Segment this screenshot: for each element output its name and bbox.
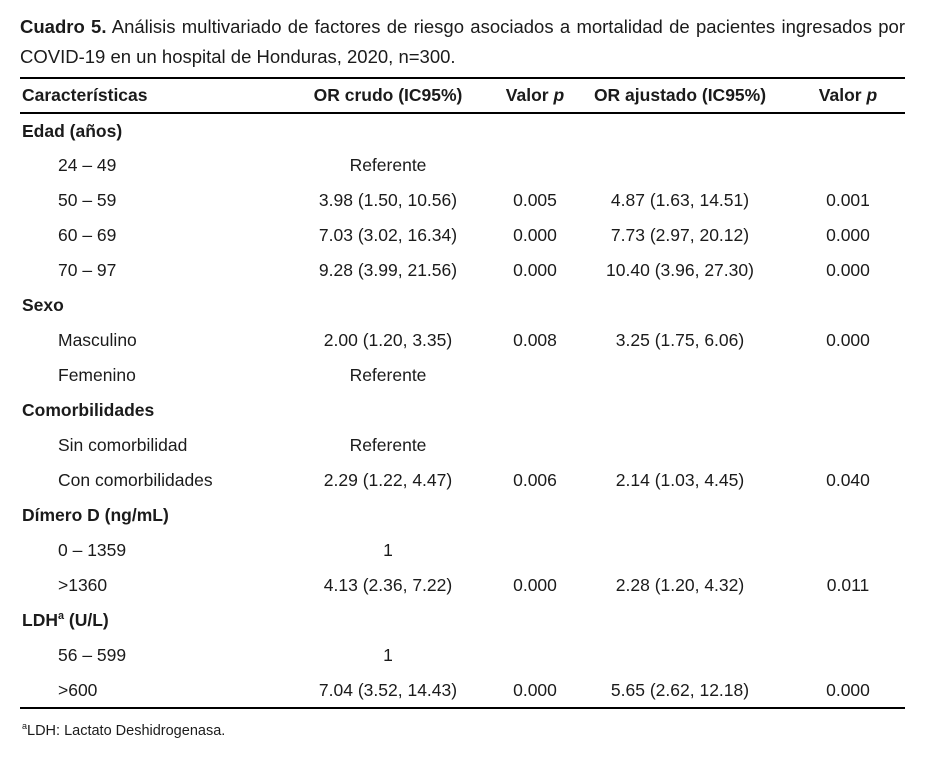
group-label: Comorbilidades [22, 400, 155, 420]
header-or-crudo: OR crudo (IC95%) [275, 77, 501, 114]
row-label: Masculino [58, 330, 137, 350]
or-adjusted-cell [569, 358, 791, 393]
row-label: Sin comorbilidad [58, 435, 188, 455]
row-label: >600 [20, 673, 275, 709]
p-crude-cell [501, 428, 569, 463]
or-crude-cell: 3.98 (1.50, 10.56) [318, 190, 458, 210]
group-label: Sexo [22, 295, 64, 315]
table-row: 50 – 59 3.98 (1.50, 10.56) 0.005 4.87 (1.63… [20, 183, 905, 218]
or-adjusted-cell: 2.28 (1.20, 4.32) [615, 575, 745, 595]
or-adjusted-cell: 7.73 (2.97, 20.12) [610, 225, 750, 245]
or-adjusted-cell [569, 428, 791, 463]
row-label: Con comorbilidades [58, 470, 213, 490]
p-crude-cell: 0.006 [513, 470, 557, 490]
group-label: Dímero D (ng/mL) [22, 505, 169, 525]
group-row: Edad (años) [20, 113, 905, 148]
p-adjusted-cell [791, 428, 905, 463]
table-row: Sin comorbilidad Referente [20, 428, 905, 463]
table-row: Femenino Referente [20, 358, 905, 393]
header-caracteristicas: Características [20, 77, 275, 114]
row-label: Femenino [58, 365, 136, 385]
table-header-row: Características OR crudo (IC95%) Valor p… [20, 77, 905, 114]
or-adjusted-cell: 3.25 (1.75, 6.06) [615, 330, 745, 350]
table-row: >600 7.04 (3.52, 14.43) 0.000 5.65 (2.62, 1… [20, 673, 905, 709]
or-adjusted-cell: 10.40 (3.96, 27.30) [606, 260, 754, 280]
group-label: Edad (años) [22, 120, 123, 141]
p-crude-cell: 0.000 [501, 673, 569, 709]
row-label: 56 – 599 [58, 645, 127, 665]
or-crude-cell: 1 [383, 645, 393, 665]
p-adjusted-cell [791, 358, 905, 393]
p-crude-cell: 0.000 [513, 260, 557, 280]
caption-label: Cuadro 5. [20, 16, 107, 37]
group-row: Comorbilidades [20, 393, 905, 428]
or-adjusted-cell: 2.14 (1.03, 4.45) [615, 470, 745, 490]
risk-factors-table: Características OR crudo (IC95%) Valor p… [20, 77, 905, 709]
p-adjusted-cell: 0.040 [826, 470, 870, 490]
table-head: Características OR crudo (IC95%) Valor p… [20, 77, 905, 114]
p-adjusted-cell [791, 533, 905, 568]
or-crude-cell: 9.28 (3.99, 21.56) [318, 260, 458, 280]
p-crude-cell [501, 533, 569, 568]
table-row: >1360 4.13 (2.36, 7.22) 0.000 2.28 (1.20, 4… [20, 568, 905, 603]
p-crude-cell [501, 638, 569, 673]
or-crude-cell: 2.29 (1.22, 4.47) [323, 470, 453, 490]
row-label: >1360 [58, 575, 108, 595]
row-label: 0 – 1359 [58, 540, 127, 560]
footnote-text: LDH: Lactato Deshidrogenasa. [27, 723, 226, 739]
table-row: 60 – 69 7.03 (3.02, 16.34) 0.000 7.73 (2.97… [20, 218, 905, 253]
p-adjusted-cell: 0.000 [791, 673, 905, 709]
group-row: Sexo [20, 288, 905, 323]
caption-text: Análisis multivariado de factores de rie… [20, 16, 905, 67]
p-crude-cell: 0.000 [513, 575, 557, 595]
table-footnote: aLDH: Lactato Deshidrogenasa. [20, 722, 905, 740]
paper-page: Cuadro 5. Análisis multivariado de facto… [20, 12, 905, 740]
or-crude-cell: 4.13 (2.36, 7.22) [323, 575, 453, 595]
or-adjusted-cell [569, 148, 791, 183]
table-caption: Cuadro 5. Análisis multivariado de facto… [20, 12, 905, 72]
or-crude-cell: 7.04 (3.52, 14.43) [275, 673, 501, 709]
header-valor-p-ajustado: Valor p [791, 77, 905, 114]
p-crude-cell: 0.008 [513, 330, 557, 350]
p-crude-cell: 0.005 [513, 190, 557, 210]
row-label: 60 – 69 [58, 225, 117, 245]
group-label-sup: a [57, 610, 64, 623]
or-adjusted-cell: 5.65 (2.62, 12.18) [569, 673, 791, 709]
p-adjusted-cell: 0.011 [826, 575, 870, 595]
table-row: Con comorbilidades 2.29 (1.22, 4.47) 0.006… [20, 463, 905, 498]
or-adjusted-cell [569, 533, 791, 568]
group-row: LDHa (U/L) [20, 603, 905, 638]
or-crude-cell: 7.03 (3.02, 16.34) [318, 225, 458, 245]
table-row: Masculino 2.00 (1.20, 3.35) 0.008 3.25 (1.7… [20, 323, 905, 358]
header-valor-p-crudo: Valor p [501, 77, 569, 114]
or-crude-cell: Referente [349, 365, 427, 385]
header-or-ajustado: OR ajustado (IC95%) [569, 77, 791, 114]
or-crude-cell: Referente [349, 155, 427, 175]
p-crude-cell [501, 358, 569, 393]
table-body: Edad (años) 24 – 49 Referente 50 – 59 3.98 (… [20, 113, 905, 709]
p-adjusted-cell: 0.001 [826, 190, 870, 210]
footnote-sup: a [22, 721, 27, 732]
or-crude-cell: Referente [349, 435, 427, 455]
or-crude-cell: 1 [383, 540, 393, 560]
row-label: 24 – 49 [58, 155, 117, 175]
p-adjusted-cell: 0.000 [826, 330, 870, 350]
table-row: 70 – 97 9.28 (3.99, 21.56) 0.000 10.40 (3.9… [20, 253, 905, 288]
or-adjusted-cell [569, 638, 791, 673]
p-adjusted-cell: 0.000 [826, 260, 870, 280]
row-label: 70 – 97 [58, 260, 117, 280]
p-crude-cell: 0.000 [513, 225, 557, 245]
group-row: Dímero D (ng/mL) [20, 498, 905, 533]
or-crude-cell: 2.00 (1.20, 3.35) [323, 330, 453, 350]
p-adjusted-cell [791, 638, 905, 673]
p-adjusted-cell: 0.000 [826, 225, 870, 245]
table-row: 0 – 1359 1 [20, 533, 905, 568]
table-row: 24 – 49 Referente [20, 148, 905, 183]
p-adjusted-cell [791, 148, 905, 183]
or-adjusted-cell: 4.87 (1.63, 14.51) [610, 190, 750, 210]
row-label: 50 – 59 [58, 190, 117, 210]
p-crude-cell [501, 148, 569, 183]
group-label: LDHa (U/L) [22, 610, 109, 630]
table-row: 56 – 599 1 [20, 638, 905, 673]
